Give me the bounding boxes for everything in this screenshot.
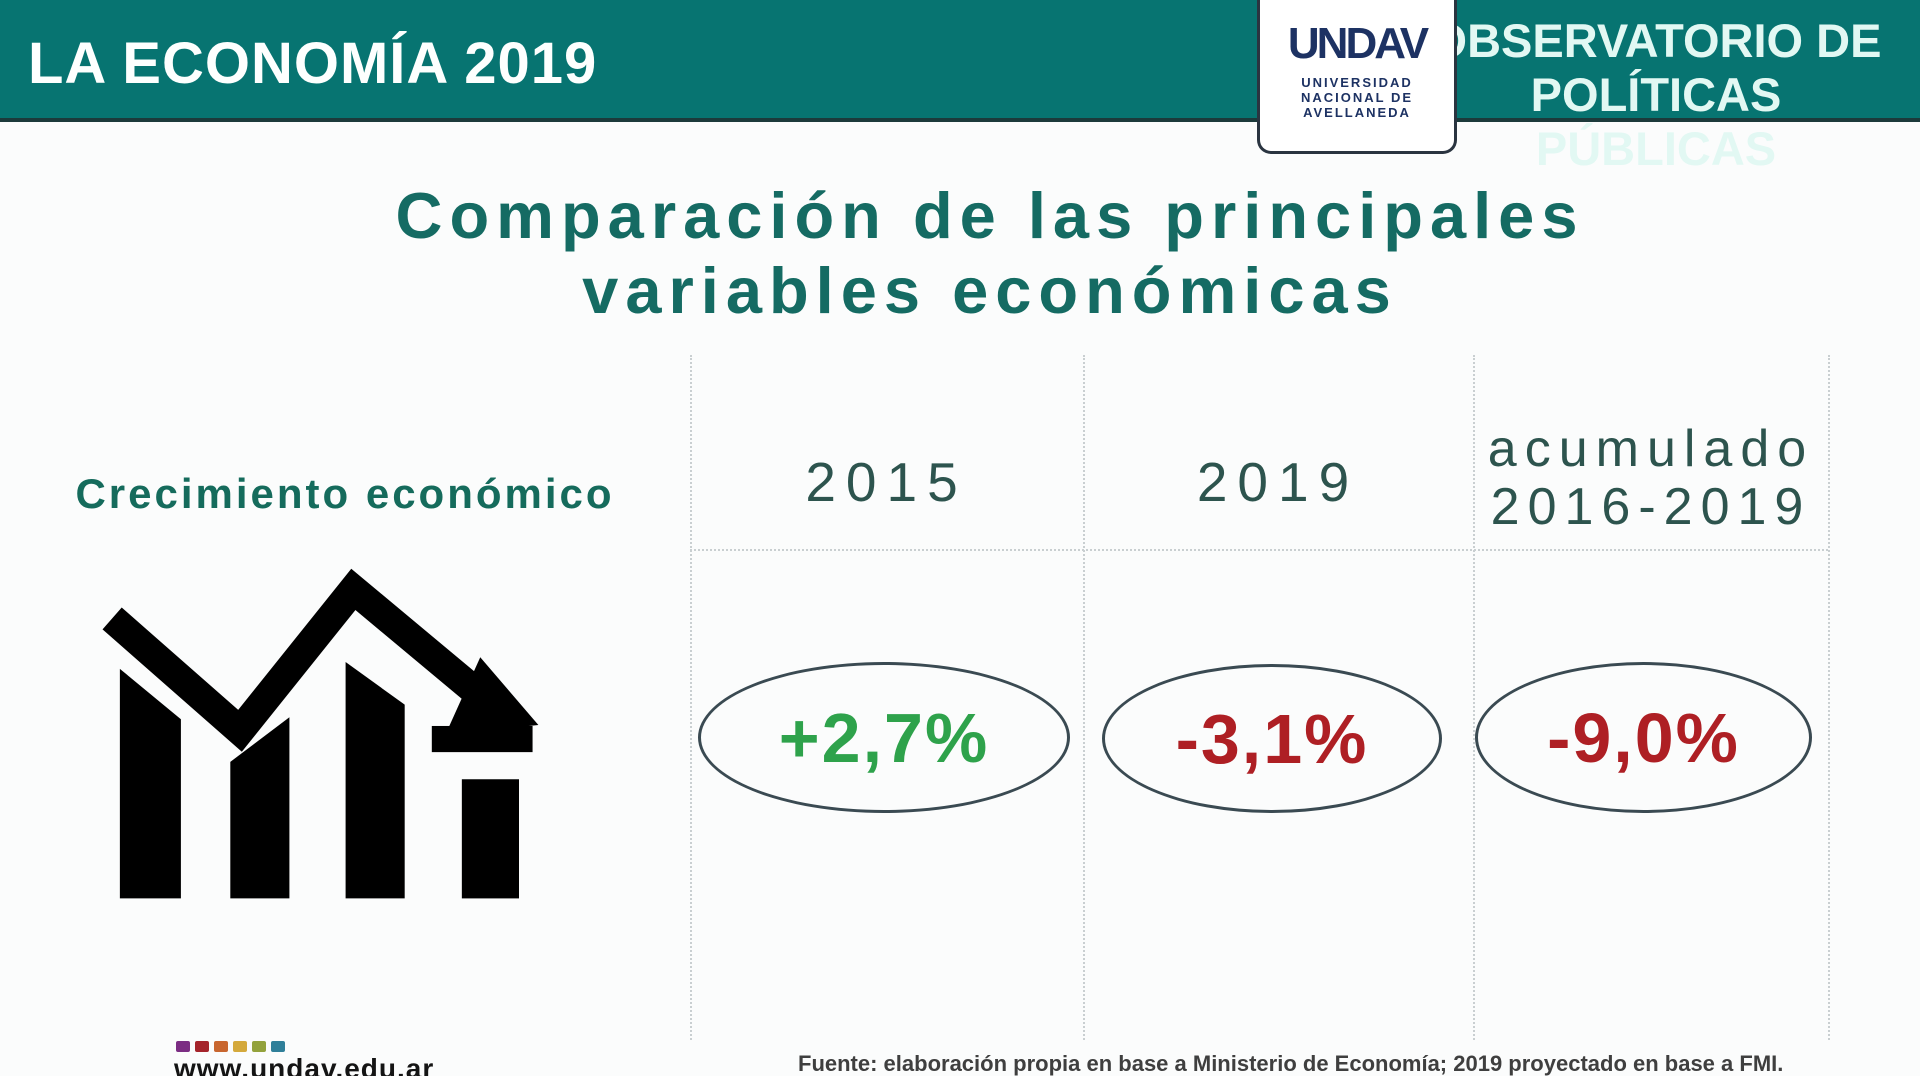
row-label-crecimiento: Crecimiento económico <box>75 470 615 517</box>
slide-title-line2: variables económicas <box>582 254 1398 327</box>
page-title: LA ECONOMÍA 2019 <box>28 31 598 96</box>
source-note: Fuente: elaboración propia en base a Min… <box>798 1051 1784 1076</box>
color-square <box>214 1041 228 1052</box>
undav-logo-text: UNIVERSIDAD NACIONAL DE AVELLANEDA <box>1260 75 1454 120</box>
color-square <box>252 1041 266 1052</box>
observatory-title: OBSERVATORIO DE POLÍTICAS PÚBLICAS <box>1406 14 1906 176</box>
undav-logo: UNDAV UNIVERSIDAD NACIONAL DE AVELLANEDA <box>1257 0 1457 154</box>
slide-title: Comparación de las principales variables… <box>0 178 1920 328</box>
column-header-acumulado-line2: 2016-2019 <box>1490 478 1812 536</box>
table-grid-hline <box>690 549 1828 551</box>
color-square <box>195 1041 209 1052</box>
value-oval-2015: +2,7% <box>698 662 1070 813</box>
color-square <box>176 1041 190 1052</box>
column-header-acumulado-line1: acumulado <box>1487 420 1815 478</box>
column-header-acumulado: acumulado 2016-2019 <box>1466 420 1836 536</box>
value-oval-acumulado: -9,0% <box>1475 662 1812 813</box>
observatory-line1: OBSERVATORIO DE <box>1430 14 1882 67</box>
color-square <box>233 1041 247 1052</box>
undav-logo-text-line2: NACIONAL DE <box>1300 90 1414 105</box>
undav-logo-text-line1: UNIVERSIDAD <box>1301 75 1413 90</box>
undav-website-url: www.undav.edu.ar <box>174 1053 435 1076</box>
declining-bar-chart-icon <box>102 568 539 899</box>
observatory-line2: POLÍTICAS PÚBLICAS <box>1530 68 1782 175</box>
color-square <box>271 1041 285 1052</box>
column-header-2019: 2019 <box>1196 451 1360 513</box>
slide-title-line1: Comparación de las principales <box>395 179 1585 252</box>
table-grid-vline-2 <box>1083 355 1085 1040</box>
table-grid-vline-1 <box>690 355 692 1040</box>
value-acumulado: -9,0% <box>1547 698 1740 777</box>
column-header-2015: 2015 <box>805 451 968 513</box>
undav-logo-mark: UNDAV <box>1287 19 1429 68</box>
header-bar: LA ECONOMÍA 2019 OBSERVATORIO DE POLÍTIC… <box>0 0 1920 175</box>
table-grid-vline-4 <box>1828 355 1830 1040</box>
value-2019: -3,1% <box>1175 699 1369 778</box>
value-2015: +2,7% <box>778 698 990 777</box>
table-grid-vline-3 <box>1473 355 1475 1040</box>
footer-color-squares <box>176 1041 285 1052</box>
value-oval-2019: -3,1% <box>1102 664 1442 813</box>
undav-logo-text-line3: AVELLANEDA <box>1303 105 1411 120</box>
